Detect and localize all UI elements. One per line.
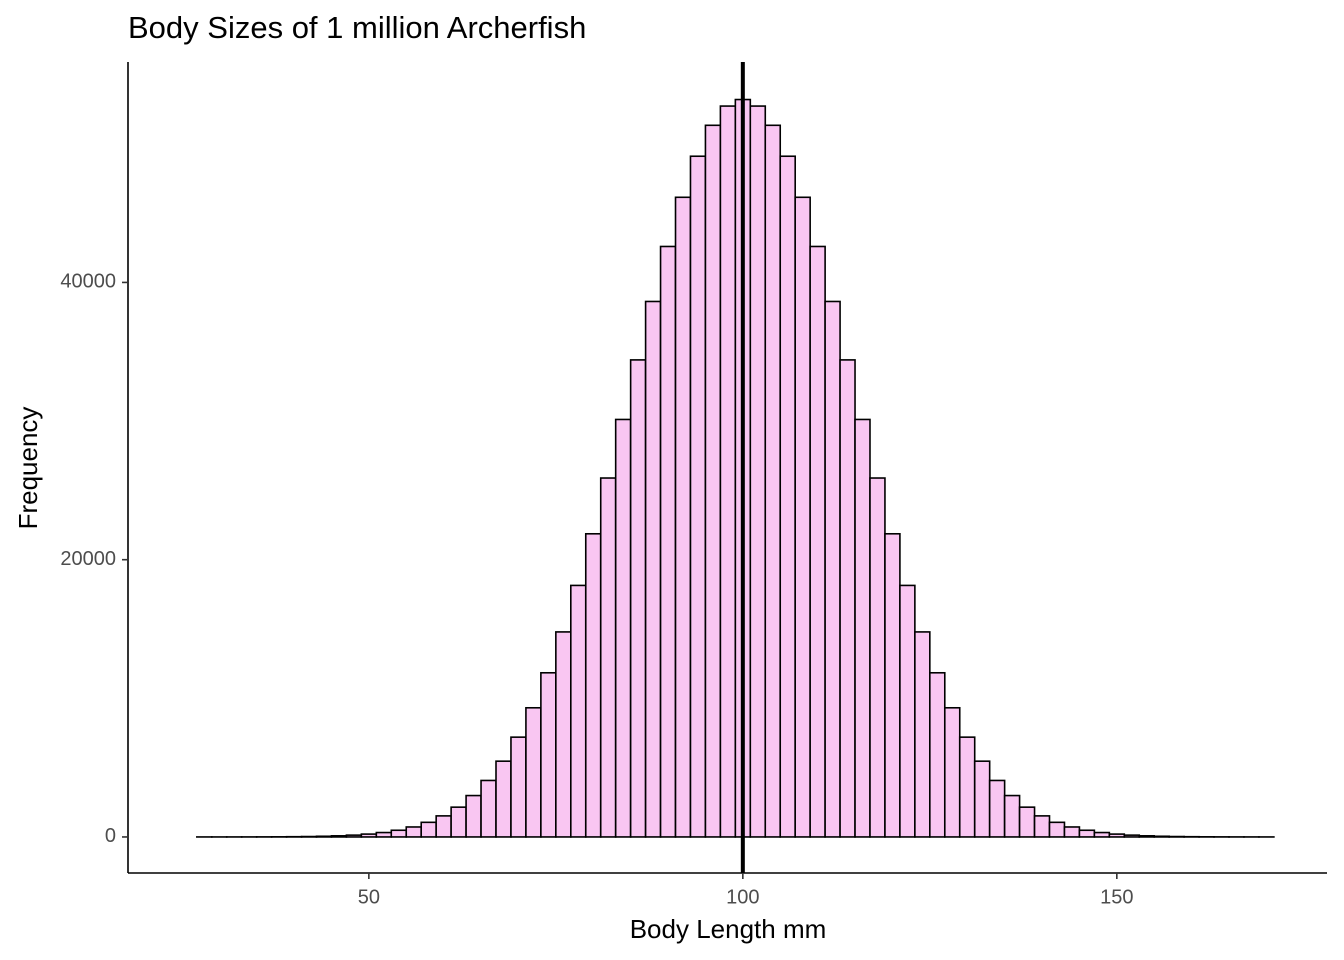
bar (450, 806, 467, 838)
bar (405, 826, 423, 838)
bar (704, 124, 722, 838)
bar (1093, 831, 1111, 838)
y-tick-label: 40000 (60, 271, 116, 293)
bar (914, 631, 931, 838)
bar (390, 829, 408, 838)
bar (749, 105, 767, 838)
bar (869, 477, 886, 838)
bar (1048, 821, 1066, 838)
bar (629, 359, 647, 838)
bar (1138, 835, 1156, 838)
bar (943, 706, 961, 838)
bar (794, 196, 811, 838)
chart-title: Body Sizes of 1 million Archerfish (128, 10, 586, 45)
bar (435, 815, 452, 838)
bar (1018, 806, 1036, 838)
bar (480, 779, 497, 838)
bar (510, 736, 527, 838)
y-axis-title: Frequency (13, 407, 43, 530)
x-tick-label: 100 (726, 886, 759, 908)
bar (929, 671, 946, 838)
bar (465, 794, 482, 838)
bar (1003, 794, 1021, 838)
bar (809, 245, 826, 838)
bar (525, 706, 542, 838)
bar (854, 418, 871, 838)
bar (345, 834, 363, 838)
bar (824, 300, 841, 838)
bar (1063, 826, 1081, 838)
y-tick-label: 20000 (60, 548, 116, 570)
bar (689, 155, 707, 838)
y-tick-label: 0 (105, 825, 116, 847)
bar (1078, 829, 1096, 838)
bar (884, 532, 901, 838)
bar (555, 631, 572, 838)
x-axis-title: Body Length mm (630, 914, 827, 944)
bar (569, 584, 587, 838)
bar (495, 760, 512, 838)
bar (614, 418, 632, 838)
bar (1123, 834, 1141, 838)
bar (315, 835, 333, 838)
bar (360, 833, 378, 838)
bar (584, 532, 602, 838)
bar (1153, 835, 1170, 838)
bar (375, 831, 393, 838)
bar (674, 196, 692, 838)
x-tick-label: 50 (358, 886, 380, 908)
bar (330, 835, 348, 838)
bar (899, 584, 916, 838)
bar (719, 105, 737, 838)
bar (644, 300, 662, 838)
bar (540, 671, 557, 838)
bar (779, 155, 796, 838)
bar (599, 477, 617, 838)
bar (839, 359, 856, 838)
x-tick-label: 150 (1100, 886, 1133, 908)
bar (1108, 833, 1126, 838)
bar (1033, 815, 1051, 838)
bar (973, 760, 991, 838)
bar (988, 779, 1006, 838)
bar (659, 245, 677, 838)
bar (420, 821, 437, 838)
bar (958, 736, 976, 838)
bar (764, 124, 782, 838)
